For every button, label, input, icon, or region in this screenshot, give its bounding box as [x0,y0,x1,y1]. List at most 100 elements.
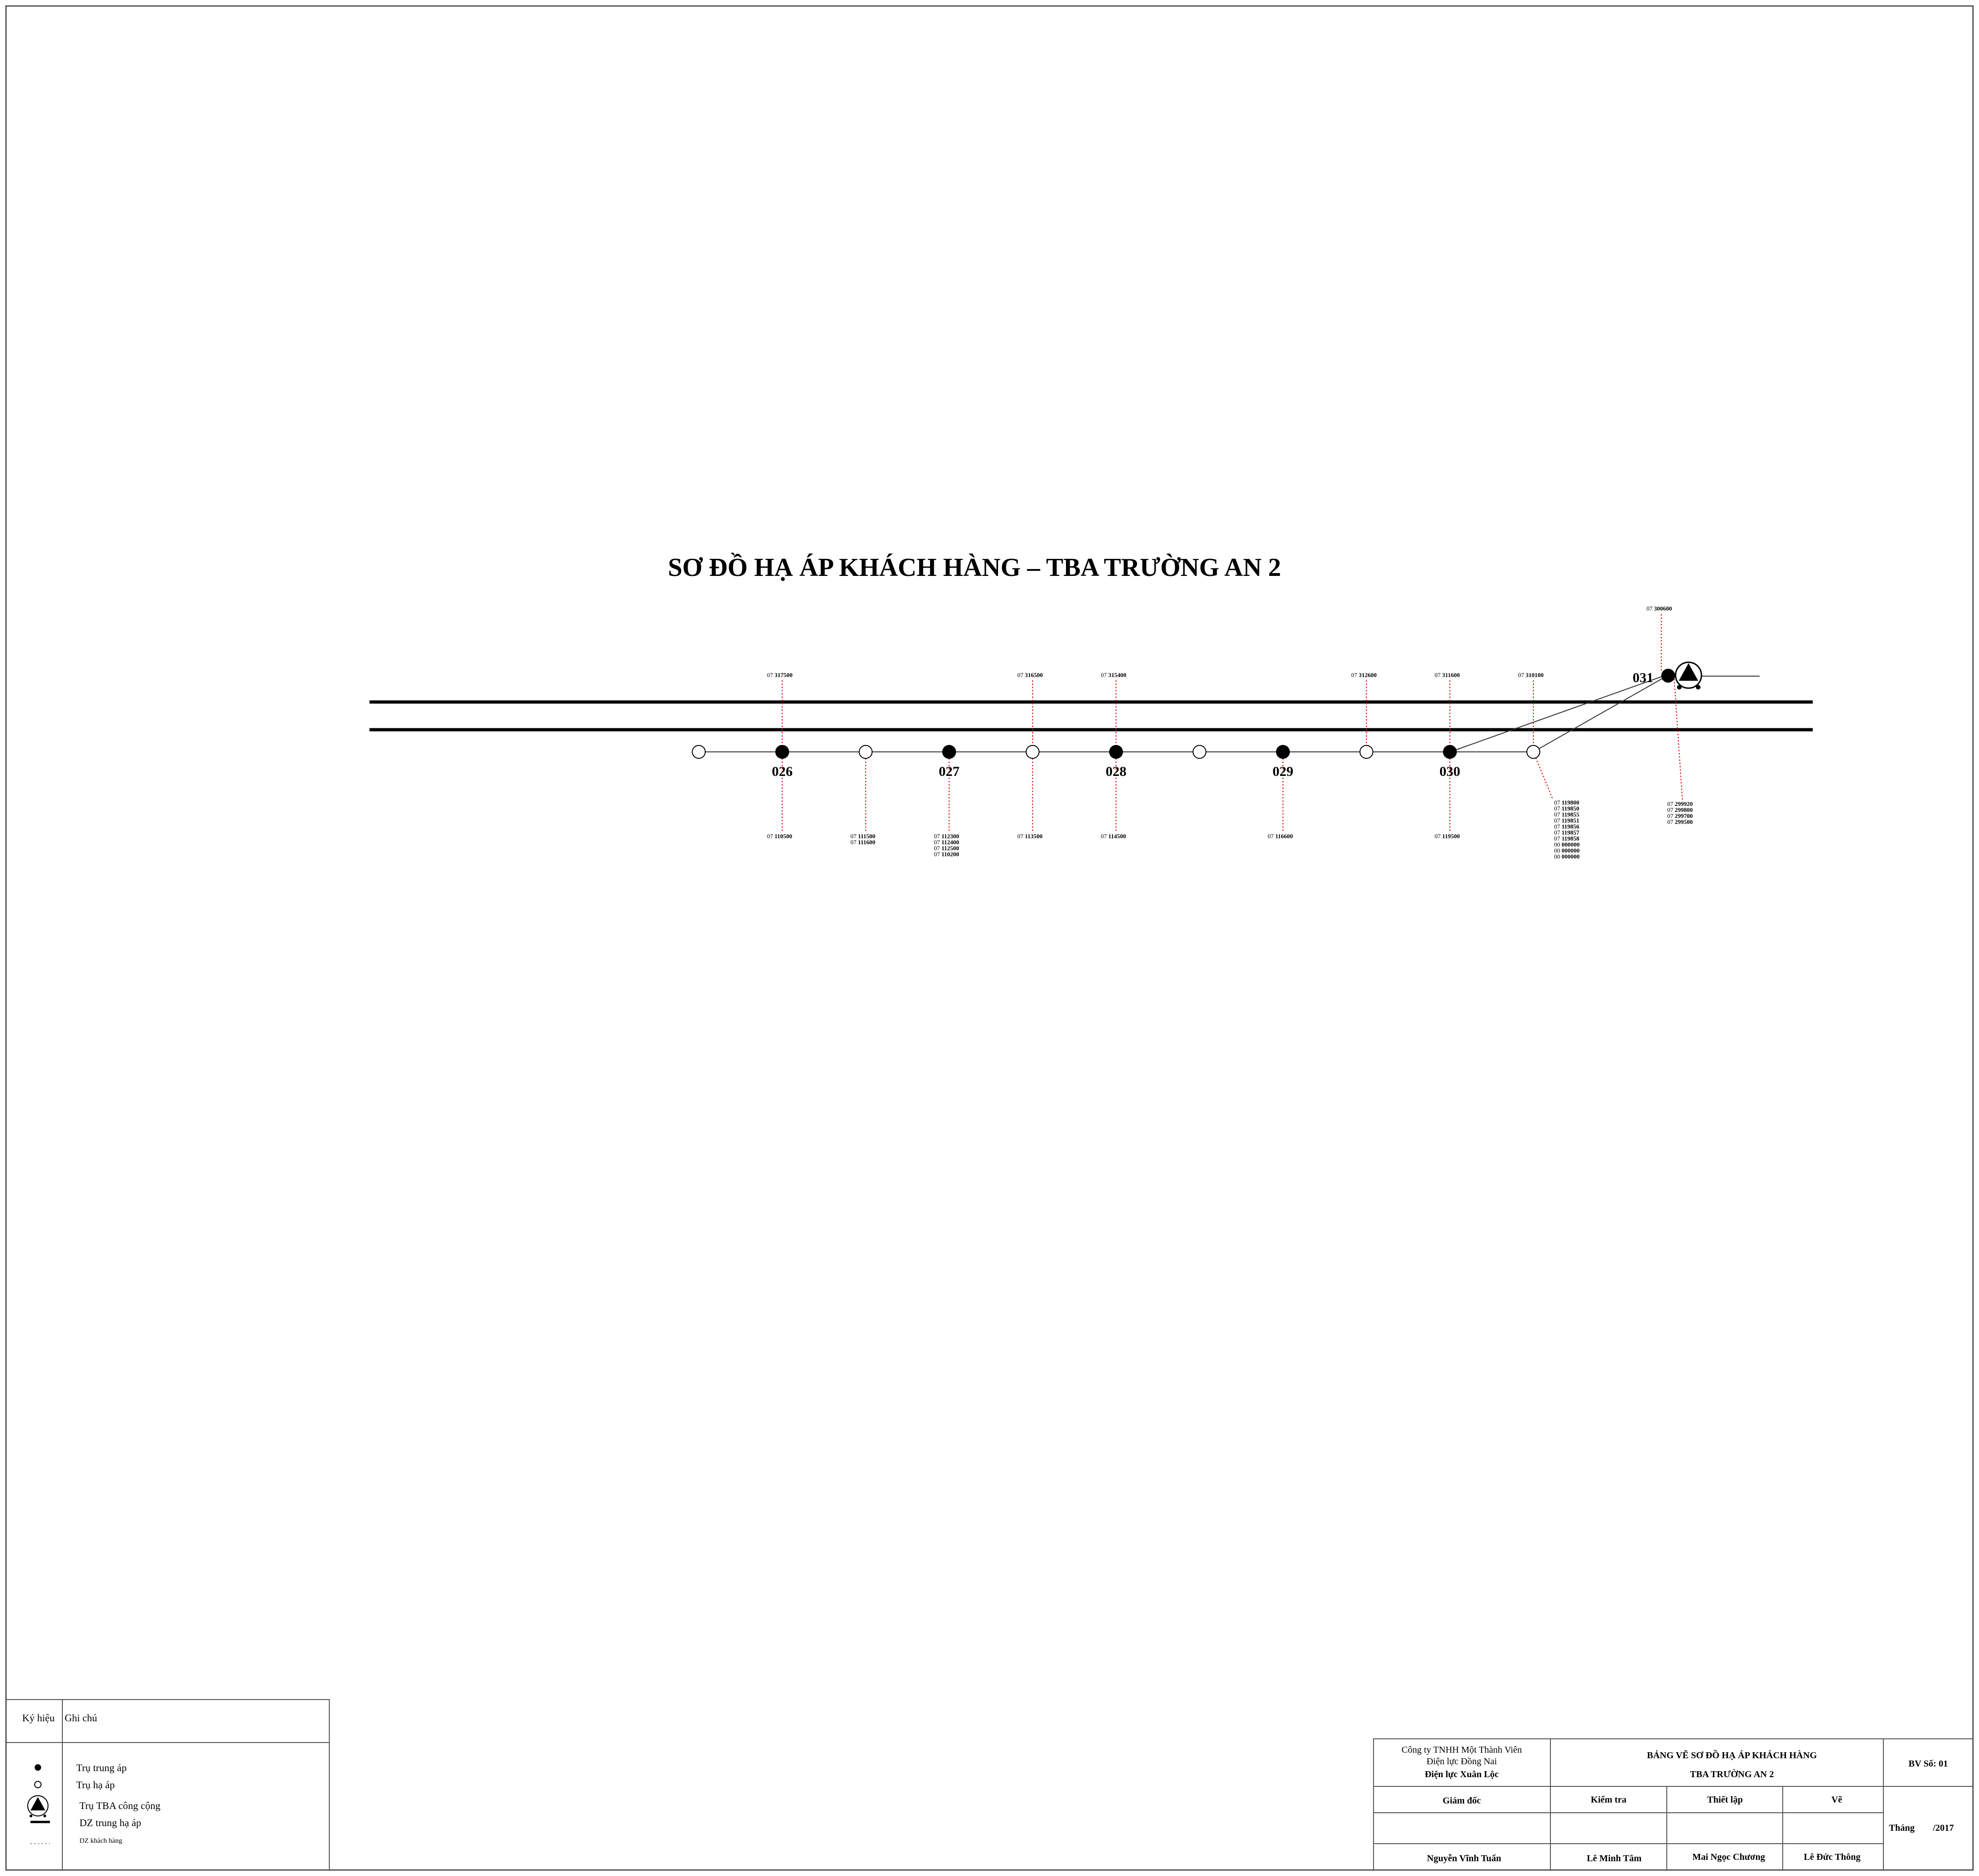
meter-label-below-2-1-number: 112400 [941,839,959,846]
meter-label-above-3: 07 312600 [1351,672,1377,678]
month-label: Tháng [1889,1823,1915,1833]
meter-label-below-4-0-number: 114500 [1108,833,1126,840]
meter-label-pole-10-5-prefix: 07 [1554,829,1561,836]
meter-label-pole-10-5-number: 119857 [1561,829,1580,836]
legend-filled-circle-icon [35,1764,41,1771]
meter-label-pole-10-4-prefix: 07 [1554,823,1561,830]
meter-label-transformer-below-3-number: 299500 [1675,818,1693,825]
role-director: Giám đốc [1443,1796,1481,1806]
title-block: Công ty TNHH Một Thành Viên Điện lực Đồn… [1373,1738,1973,1870]
meter-label-below-2-3-prefix: 07 [934,851,941,858]
meter-label-above-0-number: 317500 [775,672,793,678]
meter-label-pole-10-6-prefix: 07 [1554,835,1561,842]
meter-label-pole-10-0-prefix: 07 [1554,799,1561,806]
meter-label-transformer-below-1-prefix: 07 [1667,806,1675,813]
meter-drop-transformer-below [1674,678,1683,802]
meter-label-above-3-prefix: 07 [1351,672,1359,678]
low-pole-8 [1359,745,1374,759]
meter-label-below-1-0-prefix: 07 [850,833,858,840]
meter-label-below-2-0-prefix: 07 [934,833,941,840]
meter-label-pole-10-7-number: 000000 [1561,841,1580,848]
meter-label-pole-10-1-prefix: 07 [1554,805,1561,812]
meter-label-above-4-number: 311600 [1442,672,1460,678]
meter-label-transformer-below-0: 07 299920 [1667,800,1693,807]
meter-label-pole-10-1-number: 119850 [1561,805,1579,812]
meter-label-above-2-number: 315400 [1108,672,1126,678]
meter-label-below-0-0-number: 110500 [775,833,792,840]
meter-label-above-5: 07 310100 [1518,672,1543,678]
meter-label-transformer-below-0-number: 299920 [1675,800,1693,807]
meter-label-below-1-0-number: 111500 [858,833,876,840]
name-designer: Mai Ngọc Chương [1692,1852,1765,1862]
meter-label-pole-10-7-prefix: 00 [1554,841,1561,848]
low-pole-2 [859,745,873,759]
meter-label-pole-10-8-prefix: 00 [1554,847,1561,854]
meter-label-pole-10-6-number: 119858 [1561,835,1580,842]
title-block-frame [1373,1738,1973,1870]
legend-item-customer-line: DZ khách hàng [79,1837,122,1845]
meter-label-below-0-0: 07 110500 [767,833,793,840]
meter-label-above-3-number: 312600 [1359,672,1377,678]
meter-label-pole-10-3-prefix: 07 [1554,817,1561,824]
meter-label-transformer-top: 07 300600 [1646,605,1672,612]
name-drafter: Lê Đức Thông [1804,1852,1861,1862]
meter-label-pole-10-9-number: 000000 [1561,853,1580,860]
meter-label-pole-10-4: 07 119856 [1554,823,1580,830]
meter-label-above-0-prefix: 07 [767,672,775,678]
medium-pole-3 [942,745,956,759]
meter-label-transformer-top-number: 300600 [1654,605,1672,612]
pole-label-1: 026 [772,764,793,779]
role-designer: Thiết lập [1707,1795,1743,1805]
meter-label-pole-10-2: 07 119855 [1554,811,1580,818]
meter-label-transformer-below-1: 07 299800 [1667,806,1693,813]
meter-label-below-4-0: 07 114500 [1101,833,1126,840]
meter-label-transformer-top-prefix: 07 [1646,605,1654,612]
transformer-label: 031 [1633,670,1653,685]
meter-label-pole-10-8: 00 000000 [1554,847,1580,854]
legend-item-transformer: Trụ TBA công cộng [79,1800,160,1811]
meter-label-below-2-1-prefix: 07 [934,839,941,846]
meter-label-above-1: 07 316500 [1017,672,1043,678]
meter-label-below-1-1-prefix: 07 [850,839,858,846]
meter-label-above-0: 07 317500 [767,672,793,678]
meter-label-below-5-0-number: 116600 [1275,833,1293,840]
meter-label-below-6-0: 07 119500 [1434,833,1460,840]
meter-label-above-1-prefix: 07 [1017,672,1025,678]
meter-label-pole-10-9-prefix: 00 [1554,853,1561,860]
company-line-3: Điện lực Xuân Lộc [1425,1769,1499,1779]
transformer-medium-pole-dot [1661,669,1675,683]
meter-label-transformer-below-1-number: 299800 [1675,806,1693,813]
meter-label-transformer-below-0-prefix: 07 [1667,800,1675,807]
legend-transformer-leg-left-icon [30,1815,32,1817]
meter-label-below-0-0-prefix: 07 [767,833,775,840]
meter-drop-pole-10-list [1533,751,1553,799]
meter-label-above-2-prefix: 07 [1101,672,1108,678]
meter-label-pole-10-2-number: 119855 [1561,811,1580,818]
meter-label-above-2: 07 315400 [1101,672,1126,678]
meter-label-transformer-below-3: 07 299500 [1667,818,1693,825]
legend-item-mv-lv-line: DZ trung hạ áp [79,1817,141,1828]
meter-label-above-4-prefix: 07 [1434,672,1442,678]
pole-label-7: 029 [1272,764,1293,779]
meter-label-below-4-0-prefix: 07 [1101,833,1108,840]
company-line-1: Công ty TNHH Một Thành Viên [1402,1745,1522,1755]
medium-pole-5 [1109,745,1123,759]
meter-label-pole-10-1: 07 119850 [1554,805,1580,812]
meter-label-below-2-0: 07 112300 [934,833,959,840]
pole-label-3: 027 [939,764,960,779]
meter-label-transformer-below-2: 07 299700 [1667,812,1693,819]
meter-label-below-2-0-number: 112300 [941,833,959,840]
low-pole-0 [692,745,706,759]
legend-header-symbol: Ký hiệu [22,1712,54,1724]
legend: Ký hiệu Ghi chú Trụ trung áp Trụ hạ áp T… [6,1699,330,1870]
feeder-line-b [1533,675,1669,752]
role-checker: Kiểm tra [1591,1795,1626,1805]
meter-label-above-1-number: 316500 [1025,672,1043,678]
legend-header-note: Ghi chú [65,1712,97,1724]
customer-meters: 07 317500 07 316500 07 315400 07 312600 07 3… [767,605,1693,860]
low-pole-10 [1526,745,1540,759]
legend-transformer-leg-right-icon [43,1815,46,1817]
transformer-icon [1679,663,1698,681]
meter-label-pole-10-8-number: 000000 [1561,847,1580,854]
